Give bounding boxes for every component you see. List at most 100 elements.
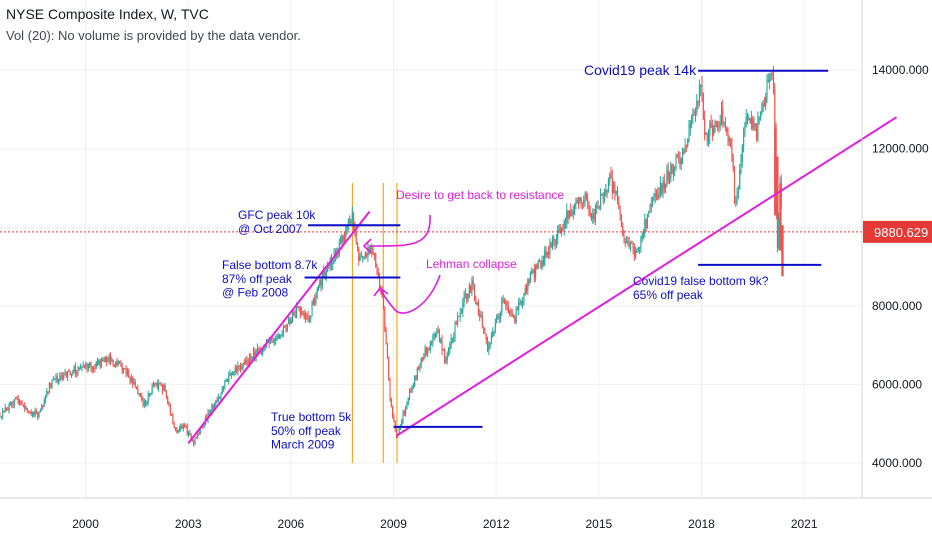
trendlines	[187, 116, 898, 444]
annotation-false-bottom-line: @ Feb 2008	[222, 286, 289, 300]
candle-body	[249, 355, 251, 363]
candle-body	[182, 425, 184, 429]
candle-body	[398, 427, 400, 436]
candle-body	[457, 315, 459, 324]
candle-body	[48, 383, 50, 392]
candle-body	[490, 336, 492, 343]
candle-body	[238, 365, 240, 367]
candle-body	[85, 363, 87, 367]
candle-body	[306, 314, 308, 316]
candle-body	[78, 367, 80, 369]
candle-body	[774, 128, 777, 216]
candle-body	[652, 200, 654, 206]
candle-body	[208, 412, 210, 414]
candle-body	[93, 368, 95, 370]
candle-body	[520, 300, 522, 304]
candle-body	[0, 415, 1, 417]
candle-body	[403, 412, 405, 415]
candle-body	[477, 301, 479, 314]
x-tick-label: 2012	[483, 517, 510, 531]
candle-body	[389, 379, 391, 399]
candle-body	[172, 414, 174, 425]
candle-body	[541, 260, 543, 268]
candle-body	[0, 416, 2, 418]
candle-body	[451, 338, 453, 340]
candle-body	[320, 279, 322, 286]
candle-body	[545, 250, 547, 256]
candle-body	[709, 123, 711, 136]
candle-body	[568, 210, 570, 219]
candle-body	[667, 170, 669, 181]
candle-body	[516, 309, 518, 311]
candle-body	[535, 264, 537, 278]
candle-body	[735, 200, 737, 202]
candle-body	[312, 299, 314, 306]
candle-body	[494, 322, 496, 331]
candle-body	[627, 241, 629, 244]
candle-body	[32, 412, 34, 415]
candle-body	[743, 135, 745, 147]
candle-body	[185, 425, 187, 427]
candle-body	[65, 372, 67, 377]
candle-body	[493, 330, 495, 332]
candle-body	[95, 361, 97, 369]
candle-body	[358, 248, 360, 261]
candle-body	[552, 237, 554, 247]
candle-body	[199, 427, 201, 435]
candle-body	[635, 250, 637, 257]
candle-body	[740, 162, 742, 171]
candle-body	[9, 402, 11, 404]
candle-body	[536, 264, 538, 269]
candle-body	[216, 400, 218, 402]
candle-body	[648, 211, 650, 214]
candle-body	[710, 123, 712, 128]
candle-body	[197, 433, 199, 438]
resistance-arrow	[369, 214, 431, 247]
candle-body	[80, 367, 82, 369]
candle-body	[639, 247, 641, 249]
candle-body	[509, 310, 511, 314]
candle-body	[540, 261, 542, 268]
candle-body	[299, 308, 301, 315]
candle-body	[748, 118, 750, 120]
candle-body	[672, 168, 674, 174]
candle-body	[565, 221, 567, 223]
candle-body	[631, 242, 633, 244]
candle-body	[734, 169, 736, 202]
candle-body	[360, 256, 362, 258]
candle-body	[637, 247, 639, 250]
candle-body	[414, 376, 416, 386]
candle-body	[435, 334, 437, 336]
candle-body	[619, 209, 621, 216]
candle-body	[383, 296, 385, 308]
candle-body	[260, 351, 262, 354]
candle-body	[164, 385, 166, 392]
candle-body	[316, 287, 318, 294]
candle-body	[770, 73, 772, 81]
candle-body	[376, 266, 378, 273]
candle-body	[42, 406, 44, 408]
candle-body	[474, 284, 476, 297]
candle-body	[412, 385, 414, 387]
candle-body	[687, 138, 689, 147]
candle-body	[229, 373, 231, 376]
candle-body	[177, 430, 179, 433]
candle-body	[566, 210, 568, 223]
candle-body	[760, 113, 762, 119]
candle-body	[58, 379, 60, 382]
candle-body	[698, 87, 700, 103]
candle-body	[653, 197, 655, 201]
candle-body	[524, 288, 526, 294]
candle-body	[506, 305, 508, 307]
candle-body	[588, 202, 590, 213]
candle-body	[585, 193, 587, 199]
candle-body	[766, 82, 768, 97]
candle-body	[295, 307, 297, 318]
candle-body	[297, 306, 299, 308]
candle-body	[372, 250, 374, 254]
candle-body	[685, 145, 687, 147]
candle-body	[359, 256, 361, 261]
candle-body	[409, 390, 411, 399]
candle-body	[444, 350, 446, 363]
candle-body	[550, 243, 552, 247]
